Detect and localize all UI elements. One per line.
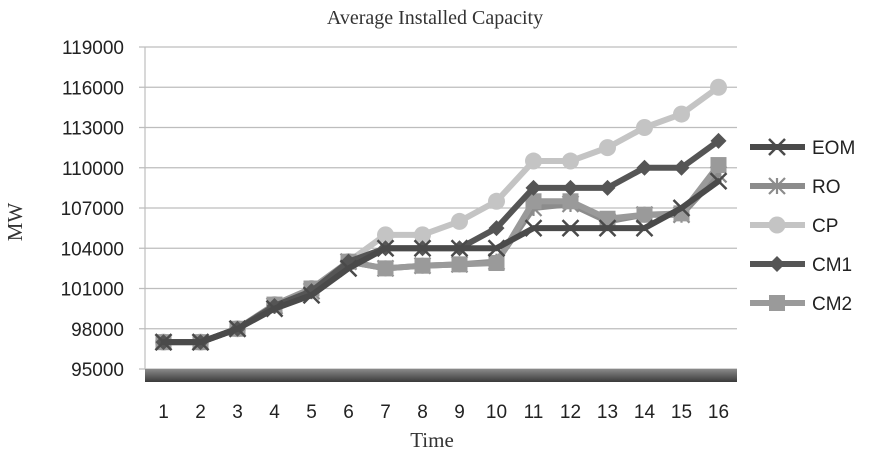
legend-label: CP <box>812 216 838 237</box>
data-point <box>302 286 321 305</box>
data-point <box>525 193 542 210</box>
data-point <box>154 333 173 352</box>
y-tick-label: 98000 <box>71 320 124 341</box>
y-axis-title: MW <box>3 203 27 242</box>
series-cm2 <box>155 157 727 351</box>
x-tick-label: 13 <box>597 402 618 423</box>
series-line <box>160 137 722 346</box>
data-point <box>487 239 506 258</box>
data-point <box>561 219 580 238</box>
y-axis-ticks: 95000 98000 101000 104000 107000 110000 113000… <box>61 38 124 381</box>
data-point <box>599 139 616 157</box>
x-tick-label: 9 <box>454 402 465 423</box>
data-point <box>598 219 617 238</box>
x-tick-label: 1 <box>158 402 169 423</box>
floor-shadow <box>145 369 737 382</box>
data-point <box>488 192 505 210</box>
data-point <box>488 220 505 237</box>
data-point <box>709 172 728 191</box>
y-tick-label: 116000 <box>62 78 124 99</box>
x-tick-label: 6 <box>343 402 354 423</box>
legend: EOM RO CP CM1 CM2 <box>750 138 855 315</box>
data-point <box>599 210 616 227</box>
x-axis-title: Time <box>410 428 454 452</box>
y-tick-label: 104000 <box>61 239 124 260</box>
data-point <box>562 152 579 170</box>
data-point <box>525 152 542 170</box>
data-point <box>710 157 727 174</box>
data-point <box>672 199 691 217</box>
data-point <box>768 216 786 234</box>
legend-label: RO <box>812 177 841 198</box>
data-point <box>414 257 431 274</box>
data-point <box>450 239 469 258</box>
x-tick-label: 11 <box>524 402 544 423</box>
series-eom <box>154 172 728 352</box>
data-point <box>636 159 653 176</box>
series-cm1 <box>155 132 727 351</box>
chart-title: Average Installed Capacity <box>327 7 543 29</box>
data-point <box>710 78 727 96</box>
x-tick-label: 8 <box>417 402 428 423</box>
legend-item-cm1: CM1 <box>750 255 852 276</box>
data-point <box>488 255 505 272</box>
data-point <box>673 105 690 123</box>
data-point <box>228 319 247 338</box>
data-point <box>562 179 579 196</box>
data-point <box>451 256 468 273</box>
x-tick-label: 7 <box>380 402 391 423</box>
x-tick-label: 4 <box>269 402 280 423</box>
data-point <box>191 333 210 352</box>
data-point <box>377 226 394 244</box>
x-tick-label: 5 <box>306 402 317 423</box>
x-tick-label: 10 <box>486 402 507 423</box>
data-point <box>525 179 542 196</box>
series-line <box>160 171 722 346</box>
x-tick-label: 12 <box>560 402 581 423</box>
legend-item-eom: EOM <box>750 138 855 159</box>
legend-label: CM2 <box>812 294 852 315</box>
x-axis-ticks: 1 2 3 4 5 6 7 8 9 10 11 12 13 14 15 16 <box>158 402 729 423</box>
data-point <box>769 295 785 311</box>
legend-item-cm2: CM2 <box>750 294 852 315</box>
data-point <box>524 219 543 238</box>
data-point <box>451 212 468 230</box>
y-tick-label: 110000 <box>62 159 124 180</box>
data-point <box>636 206 653 223</box>
legend-item-cp: CP <box>750 216 838 237</box>
data-point <box>710 132 727 149</box>
data-point <box>414 226 431 244</box>
x-tick-label: 3 <box>232 402 243 423</box>
data-point <box>339 259 358 278</box>
data-point <box>768 177 786 195</box>
y-tick-label: 101000 <box>61 280 124 301</box>
data-point <box>376 239 395 258</box>
legend-label: CM1 <box>812 255 852 276</box>
data-point <box>769 256 785 272</box>
series <box>154 78 728 352</box>
data-point <box>265 299 284 318</box>
x-tick-label: 15 <box>671 402 692 423</box>
y-tick-label: 113000 <box>62 119 124 140</box>
y-tick-label: 119000 <box>62 38 124 59</box>
data-point <box>562 193 579 210</box>
series-line <box>160 162 722 346</box>
series-line <box>160 178 722 346</box>
legend-label: EOM <box>812 138 855 159</box>
data-point <box>768 138 786 156</box>
data-point <box>413 239 432 258</box>
data-point <box>377 260 394 277</box>
x-tick-label: 14 <box>634 402 656 423</box>
legend-item-ro: RO <box>750 177 841 198</box>
x-tick-label: 16 <box>708 402 729 423</box>
y-tick-label: 95000 <box>71 360 124 381</box>
data-point <box>599 179 616 196</box>
data-point <box>635 219 654 238</box>
y-tick-label: 107000 <box>61 199 124 220</box>
x-tick-label: 2 <box>195 402 206 423</box>
data-point <box>673 159 690 176</box>
data-point <box>636 119 653 136</box>
